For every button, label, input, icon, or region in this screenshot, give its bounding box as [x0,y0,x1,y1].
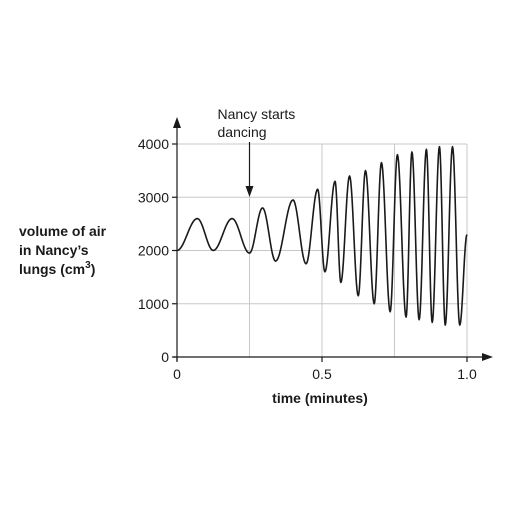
y-axis-title-line-2: in Nancy’s [19,242,89,258]
y-axis-arrowhead [173,117,181,128]
y-tick-label: 4000 [138,136,169,152]
y-tick-label: 2000 [138,243,169,259]
annotation-arrowhead [245,186,254,197]
annotation-label: Nancy starts [218,106,296,122]
annotation-label: dancing [218,124,267,140]
series-layer [176,145,468,326]
x-axis-arrowhead [482,353,493,361]
y-tick-label: 3000 [138,189,169,205]
tick-labels: 0 1000 2000 3000 4000 0 0.5 1.0 [138,136,477,382]
y-tick-label: 0 [161,349,169,365]
y-axis-title-line-3: lungs (cm3) [19,260,95,277]
annotation: Nancy starts dancing [218,106,296,197]
y-axis-title-line-1: volume of air [19,223,107,239]
x-tick-label: 0 [173,366,181,382]
series-line-0 [176,145,468,326]
y-tick-label: 1000 [138,296,169,312]
axes [173,117,493,361]
x-tick-label: 0.5 [312,366,332,382]
y-axis-unit-base: lungs (cm [19,261,85,277]
x-axis-title: time (minutes) [272,390,368,406]
y-axis-unit-close: ) [91,261,96,277]
axis-labels: time (minutes) volume of air in Nancy’s lun… [19,223,368,406]
x-tick-label: 1.0 [457,366,477,382]
y-axis-unit-superscript: 3 [85,260,91,271]
